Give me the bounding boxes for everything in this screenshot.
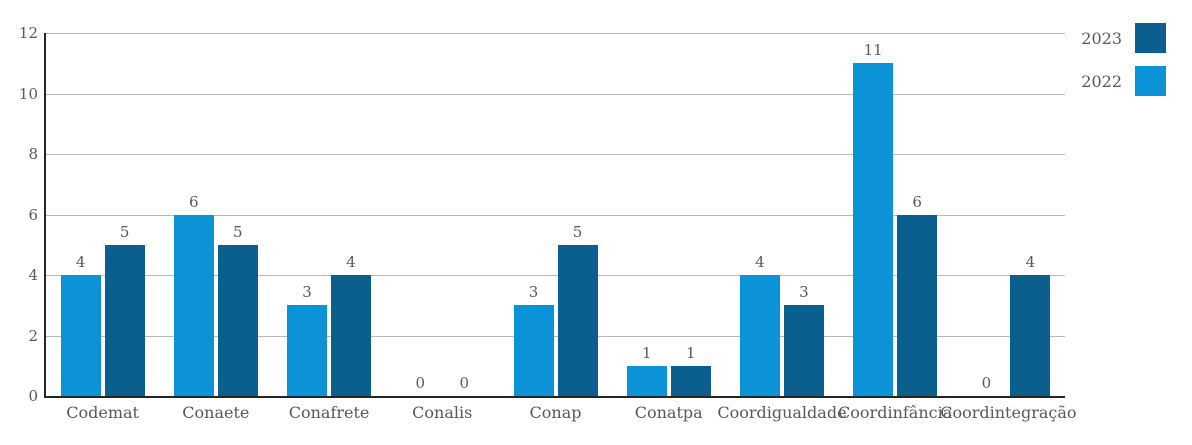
x-category-label-codemat: Codemat xyxy=(66,403,139,422)
value-label-2023-conatpa: 1 xyxy=(685,343,696,362)
bar-2023-coordigualdade[interactable] xyxy=(783,305,824,396)
y-tick-label-10: 10 xyxy=(18,84,38,103)
gridline-y-2 xyxy=(46,335,1065,337)
legend: 2023 2022 xyxy=(1060,23,1166,109)
bar-2023-conap[interactable] xyxy=(557,244,598,396)
y-tick-label-6: 6 xyxy=(28,205,38,224)
gridline-y-6 xyxy=(46,214,1065,216)
value-label-2022-conalis: 0 xyxy=(415,374,426,392)
legend-item-2023[interactable]: 2023 xyxy=(1060,23,1166,53)
legend-label-2023: 2023 xyxy=(1081,28,1122,48)
x-category-label-coordintegração: Coordintegração xyxy=(940,403,1077,422)
value-label-2023-codemat: 5 xyxy=(119,222,130,241)
value-label-2023-conalis: 0 xyxy=(459,374,470,392)
value-label-2023-coordintegração: 4 xyxy=(1025,253,1036,271)
legend-item-2022[interactable]: 2022 xyxy=(1060,66,1166,96)
y-tick-label-4: 4 xyxy=(28,266,38,284)
gridline-y-12 xyxy=(46,33,1065,34)
bar-2023-coordintegração[interactable] xyxy=(1010,275,1051,396)
bar-2023-conatpa[interactable] xyxy=(670,365,711,396)
bar-2022-coordigualdade[interactable] xyxy=(739,275,780,396)
bar-2022-conatpa[interactable] xyxy=(626,365,667,396)
y-tick-label-2: 2 xyxy=(28,326,38,345)
value-label-2023-conafrete: 4 xyxy=(346,253,356,271)
bar-2022-codemat[interactable] xyxy=(60,275,101,396)
y-tick-label-12: 12 xyxy=(18,24,38,42)
x-category-label-conap: Conap xyxy=(529,403,582,422)
plot-area: 4 5 6 5 3 4 0 0 3 5 1 1 4 3 11 6 0 4 xyxy=(44,33,1065,398)
gridline-y-4 xyxy=(46,275,1065,276)
gridline-y-8 xyxy=(46,154,1065,155)
value-label-2023-conaete: 5 xyxy=(233,222,243,241)
y-tick-label-0: 0 xyxy=(28,387,38,405)
value-label-2022-coordigualdade: 4 xyxy=(755,253,765,271)
value-label-2022-codemat: 4 xyxy=(75,253,86,271)
bar-2022-coordinfância[interactable] xyxy=(853,63,894,396)
value-label-2022-coordintegração: 0 xyxy=(981,374,992,392)
bar-2022-conap[interactable] xyxy=(513,305,554,396)
value-label-2022-conaete: 6 xyxy=(189,192,199,211)
bar-2023-conaete[interactable] xyxy=(217,244,258,396)
legend-swatch-2022 xyxy=(1135,66,1166,96)
x-category-label-coordigualdade: Coordigualdade xyxy=(717,403,847,422)
x-category-label-conafrete: Conafrete xyxy=(288,403,370,422)
value-label-2023-coordinfância: 6 xyxy=(912,192,922,211)
legend-swatch-2023 xyxy=(1135,23,1166,53)
bar-2022-conaete[interactable] xyxy=(173,214,214,396)
x-category-label-conalis: Conalis xyxy=(412,403,473,422)
x-category-label-conatpa: Conatpa xyxy=(634,403,703,422)
bar-2023-coordinfância[interactable] xyxy=(897,214,938,396)
legend-label-2022: 2022 xyxy=(1081,71,1122,91)
value-label-2023-coordigualdade: 3 xyxy=(799,283,809,302)
x-category-label-conaete: Conaete xyxy=(182,403,250,422)
bar-2023-conafrete[interactable] xyxy=(331,275,372,396)
gridline-y-10 xyxy=(46,93,1065,95)
value-label-2022-conap: 3 xyxy=(528,283,539,302)
bar-2023-codemat[interactable] xyxy=(104,244,145,396)
value-label-2022-conatpa: 1 xyxy=(641,343,652,362)
x-category-label-coordinfância: Coordinfância xyxy=(838,403,953,422)
value-label-2023-conap: 5 xyxy=(572,222,583,241)
y-tick-label-8: 8 xyxy=(28,145,38,163)
value-label-2022-conafrete: 3 xyxy=(302,283,312,302)
value-label-2022-coordinfância: 11 xyxy=(863,41,883,60)
bar-2022-conafrete[interactable] xyxy=(287,305,328,396)
